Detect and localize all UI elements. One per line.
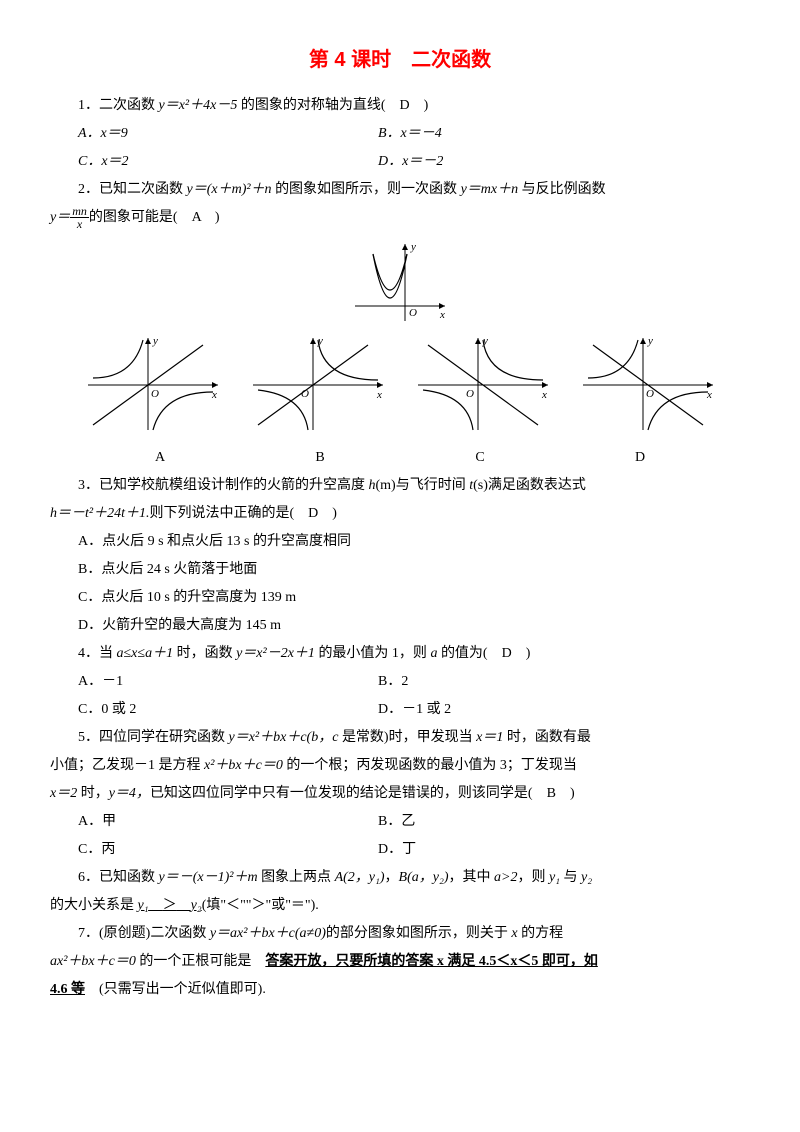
graph-b: O x y	[243, 330, 393, 440]
q4-opt-a: A．－1	[50, 668, 350, 696]
q2-option-graphs: O x y O x y O x y O x y	[50, 330, 750, 440]
q1-end: )	[410, 98, 429, 113]
svg-text:O: O	[409, 307, 417, 319]
q7-answer-1: 答案开放，只要所填的答案 x 满足 4.5＜x＜5 即可，如	[265, 954, 598, 969]
q3-opt-d: D．火箭升空的最大高度为 145 m	[50, 612, 750, 640]
q5-opt-b: B．乙	[350, 808, 650, 836]
svg-text:y: y	[482, 335, 488, 347]
q4-opt-b: B．2	[350, 668, 650, 696]
q7-l3: 4.6 等 (只需写出一个近似值即可).	[50, 976, 750, 1004]
q7-answer-2: 4.6 等	[50, 982, 85, 997]
q1-opt-c: C．x＝2	[50, 148, 350, 176]
q4-stem: 4．当 a≤x≤a＋1 时，函数 y＝x²－2x＋1 的最小值为 1，则 a 的…	[50, 640, 750, 668]
svg-text:O: O	[646, 388, 654, 400]
q5-opt-a: A．甲	[50, 808, 350, 836]
q2-answer: A	[192, 210, 201, 225]
q4-opt-c: C．0 或 2	[50, 696, 350, 724]
q1-formula: y＝x²＋4x－5	[159, 98, 238, 113]
q5-l3: x＝2 时，y＝4，已知这四位同学中只有一位发现的结论是错误的，则该同学是( B…	[50, 780, 750, 808]
parabola-graph: O x y	[345, 236, 455, 326]
svg-text:y: y	[410, 241, 416, 253]
q2-labels: A B C D	[50, 444, 750, 472]
graph-c: O x y	[408, 330, 558, 440]
q5-opt-c: C．丙	[50, 836, 350, 864]
q3-answer: D	[308, 506, 318, 521]
svg-text:x: x	[541, 389, 547, 401]
q7-l2: ax²＋bx＋c＝0 的一个正根可能是 答案开放，只要所填的答案 x 满足 4.…	[50, 948, 750, 976]
svg-text:x: x	[706, 389, 712, 401]
q3-opt-b: B．点火后 24 s 火箭落于地面	[50, 556, 750, 584]
q1-stem: 1．二次函数 y＝x²＋4x－5 的图象的对称轴为直线( D )	[50, 92, 750, 120]
graph-a: O x y	[78, 330, 228, 440]
q5-opt-d: D．丁	[350, 836, 650, 864]
q2-fraction: mnx	[70, 205, 89, 230]
label-d: D	[565, 444, 715, 472]
q3-opt-a: A．点火后 9 s 和点火后 13 s 的升空高度相同	[50, 528, 750, 556]
q3-line2: h＝－t²＋24t＋1.则下列说法中正确的是( D )	[50, 500, 750, 528]
q5-answer: B	[547, 786, 556, 801]
svg-text:x: x	[376, 389, 382, 401]
graph-d: O x y	[573, 330, 723, 440]
svg-text:O: O	[301, 388, 309, 400]
lesson-title: 第 4 课时 二次函数	[50, 40, 750, 80]
q5-l2: 小值；乙发现－1 是方程 x²＋bx＋c＝0 的一个根；丙发现函数的最小值为 3…	[50, 752, 750, 780]
q1-opt-a: A．x＝9	[50, 120, 350, 148]
q2-top-graph: O x y	[50, 236, 750, 326]
q1-post: 的图象的对称轴为直线(	[237, 98, 399, 113]
svg-text:y: y	[317, 335, 323, 347]
label-c: C	[405, 444, 555, 472]
q5-l1: 5．四位同学在研究函数 y＝x²＋bx＋c(b，c 是常数)时，甲发现当 x＝1…	[50, 724, 750, 752]
label-b: B	[245, 444, 395, 472]
q3-stem: 3．已知学校航模组设计制作的火箭的升空高度 h(m)与飞行时间 t(s)满足函数…	[50, 472, 750, 500]
svg-text:x: x	[211, 389, 217, 401]
svg-text:O: O	[466, 388, 474, 400]
q7-l1: 7．(原创题)二次函数 y＝ax²＋bx＋c(a≠0)的部分图象如图所示，则关于…	[50, 920, 750, 948]
q4-opt-d: D．－1 或 2	[350, 696, 650, 724]
svg-text:y: y	[152, 335, 158, 347]
q1-pre: 1．二次函数	[78, 98, 159, 113]
svg-text:O: O	[151, 388, 159, 400]
label-a: A	[85, 444, 235, 472]
q1-opt-b: B．x＝－4	[350, 120, 650, 148]
q6-l2: 的大小关系是 y₁ ＞ y₂(填"＜""＞"或"＝").	[50, 892, 750, 920]
svg-text:y: y	[647, 335, 653, 347]
q6-l1: 6．已知函数 y＝－(x－1)²＋m 图象上两点 A(2，y₁)，B(a，y₂)…	[50, 864, 750, 892]
q1-opt-d: D．x＝－2	[350, 148, 650, 176]
q2-line1: 2．已知二次函数 y＝(x＋m)²＋n 的图象如图所示，则一次函数 y＝mx＋n…	[50, 176, 750, 204]
q6-answer: ＞	[149, 898, 191, 913]
q3-opt-c: C．点火后 10 s 的升空高度为 139 m	[50, 584, 750, 612]
q2-line2: y＝mnx的图象可能是( A )	[50, 204, 750, 232]
q1-answer: D	[400, 98, 410, 113]
q4-answer: D	[502, 646, 512, 661]
svg-text:x: x	[439, 309, 445, 321]
